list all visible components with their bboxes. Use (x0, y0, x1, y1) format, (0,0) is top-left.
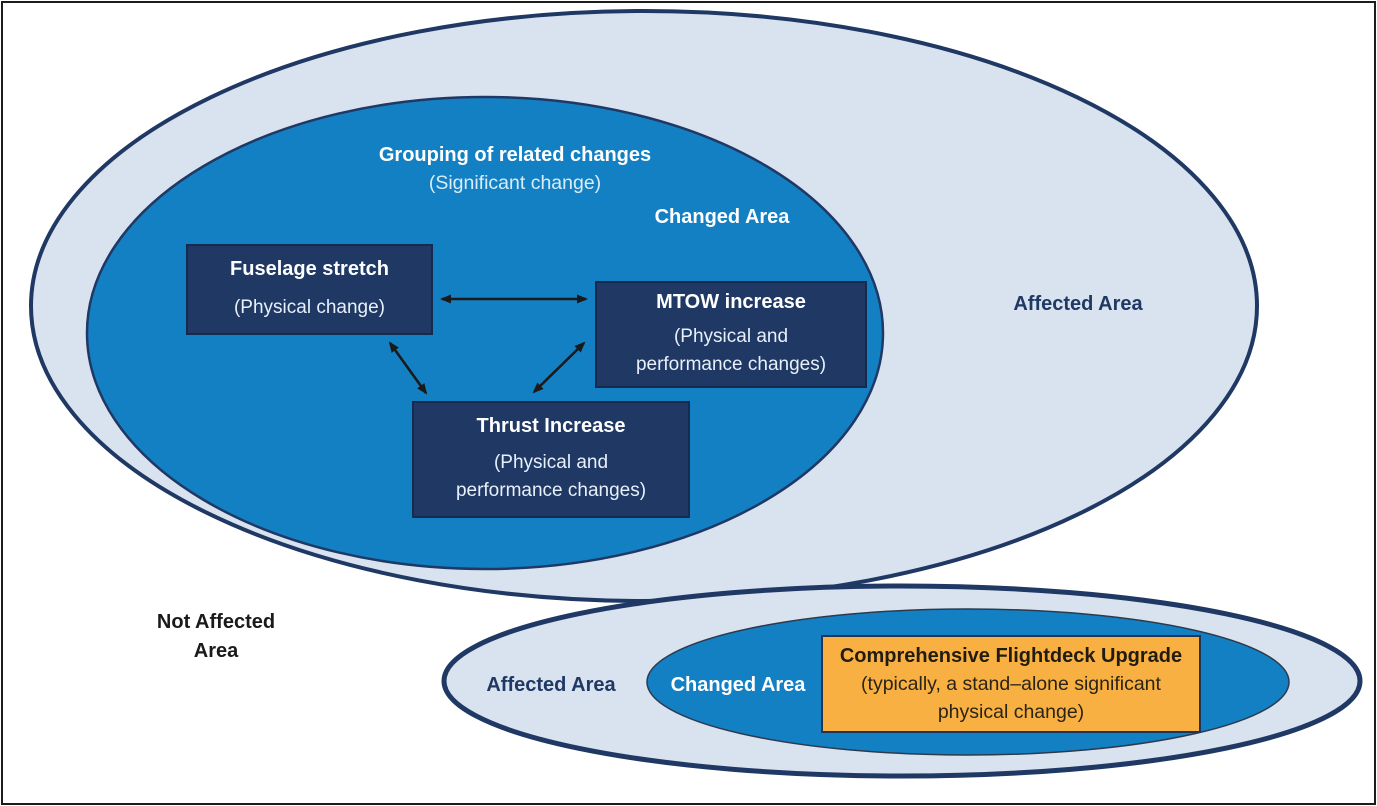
grouping-title: Grouping of related changes (378, 144, 652, 166)
fuselage-stretch-subtitle: (Physical change) (233, 296, 386, 318)
fuselage-stretch-box: Fuselage stretch (Physical change) (186, 244, 433, 335)
arrow-fuselage-thrust (388, 341, 428, 395)
flightdeck-upgrade-box: Comprehensive Flightdeck Upgrade (typica… (821, 635, 1201, 733)
flightdeck-upgrade-title: Comprehensive Flightdeck Upgrade (839, 645, 1183, 667)
thrust-increase-title: Thrust Increase (476, 414, 626, 437)
mtow-increase-subtitle: (Physical and performance changes) (635, 325, 827, 375)
flightdeck-upgrade-subtitle: (typically, a stand–alone significant ph… (861, 673, 1161, 723)
mtow-increase-title: MTOW increase (656, 290, 806, 313)
secondary-changed-area-label: Changed Area (670, 674, 806, 696)
arrow-thrust-mtow (532, 341, 586, 394)
mtow-increase-box: MTOW increase (Physical and performance … (595, 281, 867, 388)
secondary-affected-area-label: Affected Area (486, 674, 616, 696)
relation-arrows (388, 294, 588, 395)
grouping-subtitle: (Significant change) (428, 172, 602, 194)
thrust-increase-subtitle: (Physical and performance changes) (455, 451, 647, 501)
not-affected-area-label: Not Affected Area (156, 611, 276, 662)
fuselage-stretch-title: Fuselage stretch (230, 257, 389, 280)
thrust-increase-box: Thrust Increase (Physical and performanc… (412, 401, 690, 518)
affected-area-label: Affected Area (1013, 293, 1143, 315)
changed-area-label: Changed Area (654, 206, 790, 228)
